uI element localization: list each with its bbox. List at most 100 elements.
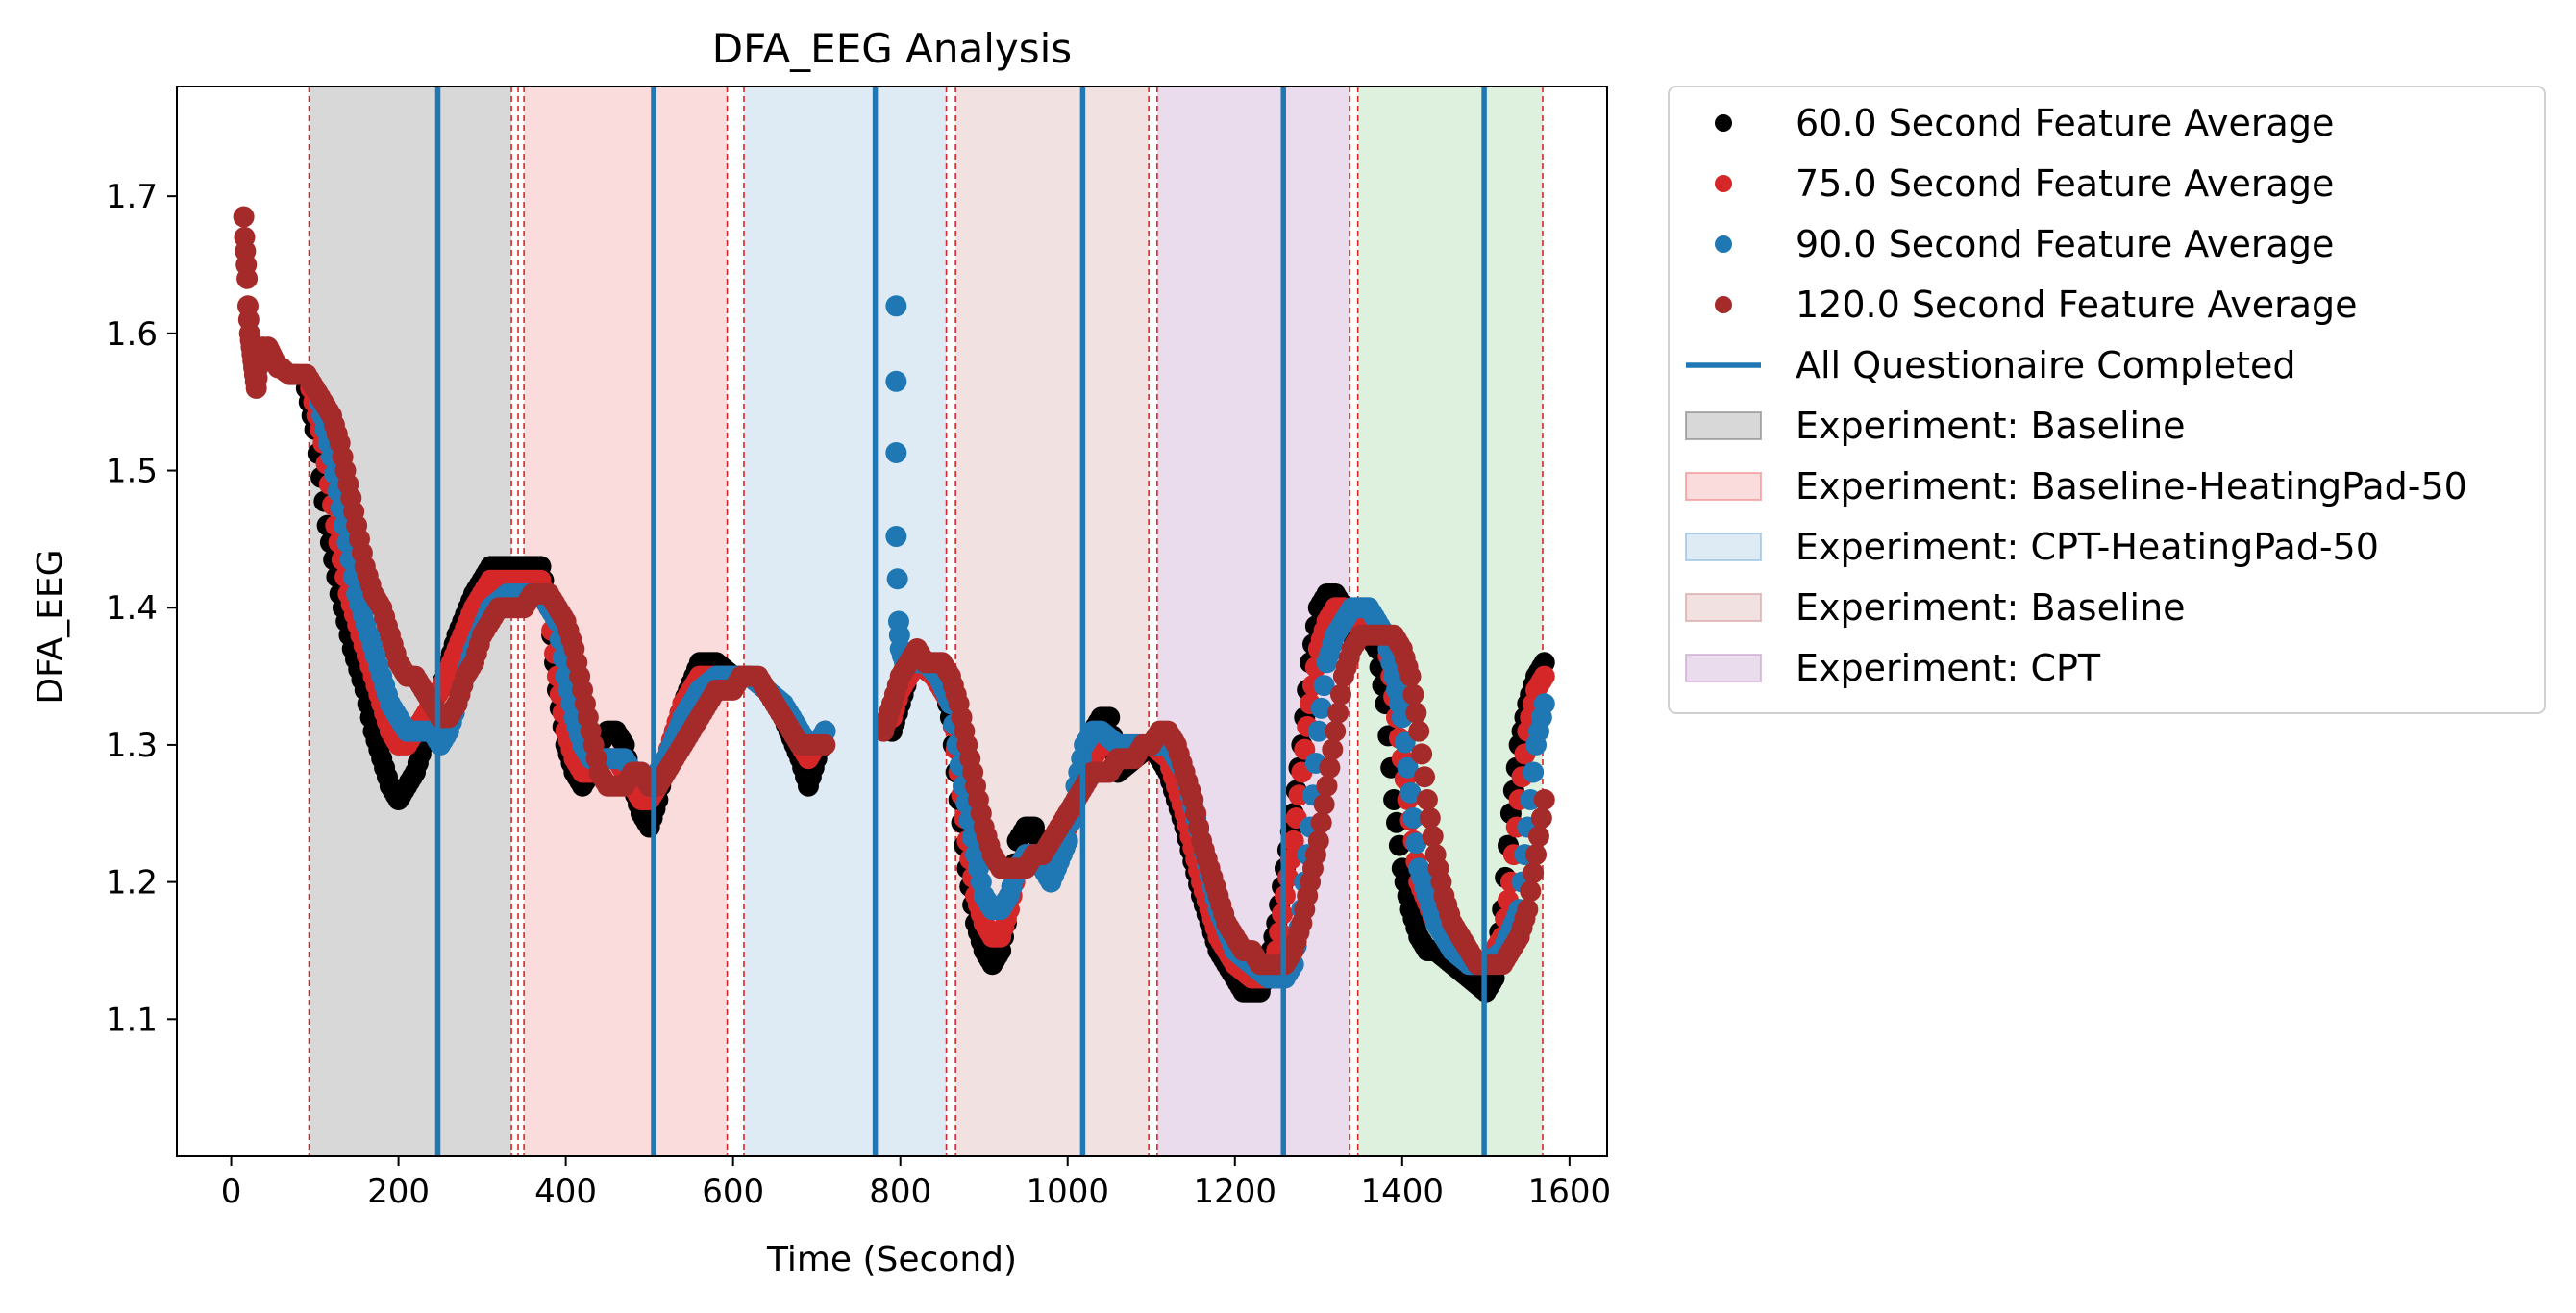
legend-label: Experiment: CPT-HeatingPad-50 <box>1796 526 2379 568</box>
data-point <box>885 441 907 463</box>
data-point <box>1525 844 1548 866</box>
legend-box <box>1668 86 2546 714</box>
x-tick-label: 400 <box>534 1173 597 1211</box>
legend-label: Experiment: Baseline <box>1796 405 2186 447</box>
legend-item: Experiment: Baseline <box>1685 405 2186 447</box>
legend-item: 90.0 Second Feature Average <box>1715 223 2334 265</box>
data-point <box>236 267 259 289</box>
legend-item: Experiment: CPT-HeatingPad-50 <box>1685 526 2379 568</box>
legend-item: 120.0 Second Feature Average <box>1715 284 2358 326</box>
data-point <box>1523 862 1545 884</box>
legend-item: Experiment: Baseline-HeatingPad-50 <box>1685 465 2467 508</box>
y-tick-label: 1.5 <box>106 453 158 491</box>
data-point <box>1517 899 1539 921</box>
legend-label: Experiment: Baseline-HeatingPad-50 <box>1796 465 2467 508</box>
data-point <box>1405 702 1427 724</box>
data-point <box>885 295 907 317</box>
data-point <box>886 568 908 590</box>
data-point <box>1523 761 1545 783</box>
data-point <box>1530 807 1552 830</box>
data-point <box>1399 781 1422 804</box>
data-point <box>1313 675 1335 697</box>
data-point <box>885 526 907 548</box>
data-point <box>1329 683 1351 706</box>
experiment-span-3 <box>743 87 947 1156</box>
data-point <box>1310 811 1332 833</box>
data-point <box>1527 826 1549 848</box>
chart-title: DFA_EEG Analysis <box>712 25 1072 72</box>
data-point <box>1307 830 1329 852</box>
x-tick-label: 600 <box>702 1173 764 1211</box>
data-point <box>1408 720 1430 742</box>
data-point <box>1402 683 1424 706</box>
data-point <box>814 733 836 756</box>
legend-label: 60.0 Second Feature Average <box>1796 102 2334 144</box>
data-point <box>1414 766 1436 788</box>
legend-item: All Questionaire Completed <box>1686 344 2296 386</box>
y-tick-label: 1.2 <box>106 864 158 903</box>
x-tick-label: 800 <box>869 1173 931 1211</box>
legend: 60.0 Second Feature Average 75.0 Second F… <box>1668 86 2546 714</box>
x-axis-label: Time (Second) <box>766 1240 1017 1279</box>
data-point <box>1533 789 1555 810</box>
legend-label: All Questionaire Completed <box>1796 344 2296 386</box>
legend-marker <box>1715 235 1732 253</box>
data-point <box>1402 807 1424 830</box>
y-tick-label: 1.4 <box>106 589 158 628</box>
data-point <box>1307 720 1329 742</box>
legend-label: Experiment: Baseline <box>1796 586 2186 629</box>
y-tick-label: 1.3 <box>106 727 158 765</box>
y-tick-label: 1.6 <box>106 315 158 354</box>
data-point <box>233 206 255 228</box>
legend-item: 60.0 Second Feature Average <box>1715 102 2334 144</box>
x-tick-label: 1200 <box>1194 1173 1277 1211</box>
y-axis-label: DFA_EEG <box>31 549 70 704</box>
series-7 <box>233 206 836 797</box>
legend-marker <box>1715 175 1732 192</box>
y-tick-label: 1.1 <box>106 1001 158 1039</box>
data-point <box>1316 775 1338 797</box>
plot-frame <box>176 86 1608 1157</box>
data-point <box>1319 756 1341 779</box>
data-point <box>1419 807 1441 830</box>
legend-item: Experiment: Baseline <box>1685 586 2186 629</box>
legend-item: 75.0 Second Feature Average <box>1715 162 2334 205</box>
data-point <box>1533 665 1555 687</box>
data-point <box>1416 789 1438 810</box>
plot-area <box>233 87 1555 1156</box>
data-point <box>885 370 907 392</box>
data-point <box>1394 731 1416 754</box>
data-point <box>1405 832 1427 855</box>
data-point <box>1322 738 1344 760</box>
legend-patch <box>1685 411 1762 440</box>
legend-patch <box>1685 593 1762 622</box>
legend-patch <box>1685 533 1762 561</box>
data-point <box>1327 702 1350 724</box>
data-point <box>1397 756 1419 779</box>
x-tick-label: 1600 <box>1528 1173 1612 1211</box>
data-point <box>1520 880 1542 903</box>
legend-label: 120.0 Second Feature Average <box>1796 284 2358 326</box>
legend-marker <box>1715 114 1732 132</box>
x-tick-label: 1400 <box>1361 1173 1445 1211</box>
legend-patch <box>1685 654 1762 682</box>
y-tick-label: 1.7 <box>106 178 158 216</box>
data-point <box>1282 830 1304 852</box>
experiment-span-4 <box>955 87 1150 1156</box>
data-point <box>1399 665 1422 687</box>
legend-label: 90.0 Second Feature Average <box>1796 223 2334 265</box>
legend-label: Experiment: CPT <box>1796 647 2101 689</box>
series-8 <box>873 624 1555 976</box>
data-point <box>1533 693 1555 715</box>
x-tick-label: 200 <box>367 1173 430 1211</box>
legend-item: Experiment: CPT <box>1685 647 2101 689</box>
data-point <box>1310 697 1332 719</box>
legend-patch <box>1685 472 1762 501</box>
data-point <box>1422 826 1444 848</box>
data-point <box>1325 720 1347 742</box>
x-tick-label: 0 <box>221 1173 242 1211</box>
x-tick-label: 1000 <box>1026 1173 1109 1211</box>
legend-label: 75.0 Second Feature Average <box>1796 162 2334 205</box>
